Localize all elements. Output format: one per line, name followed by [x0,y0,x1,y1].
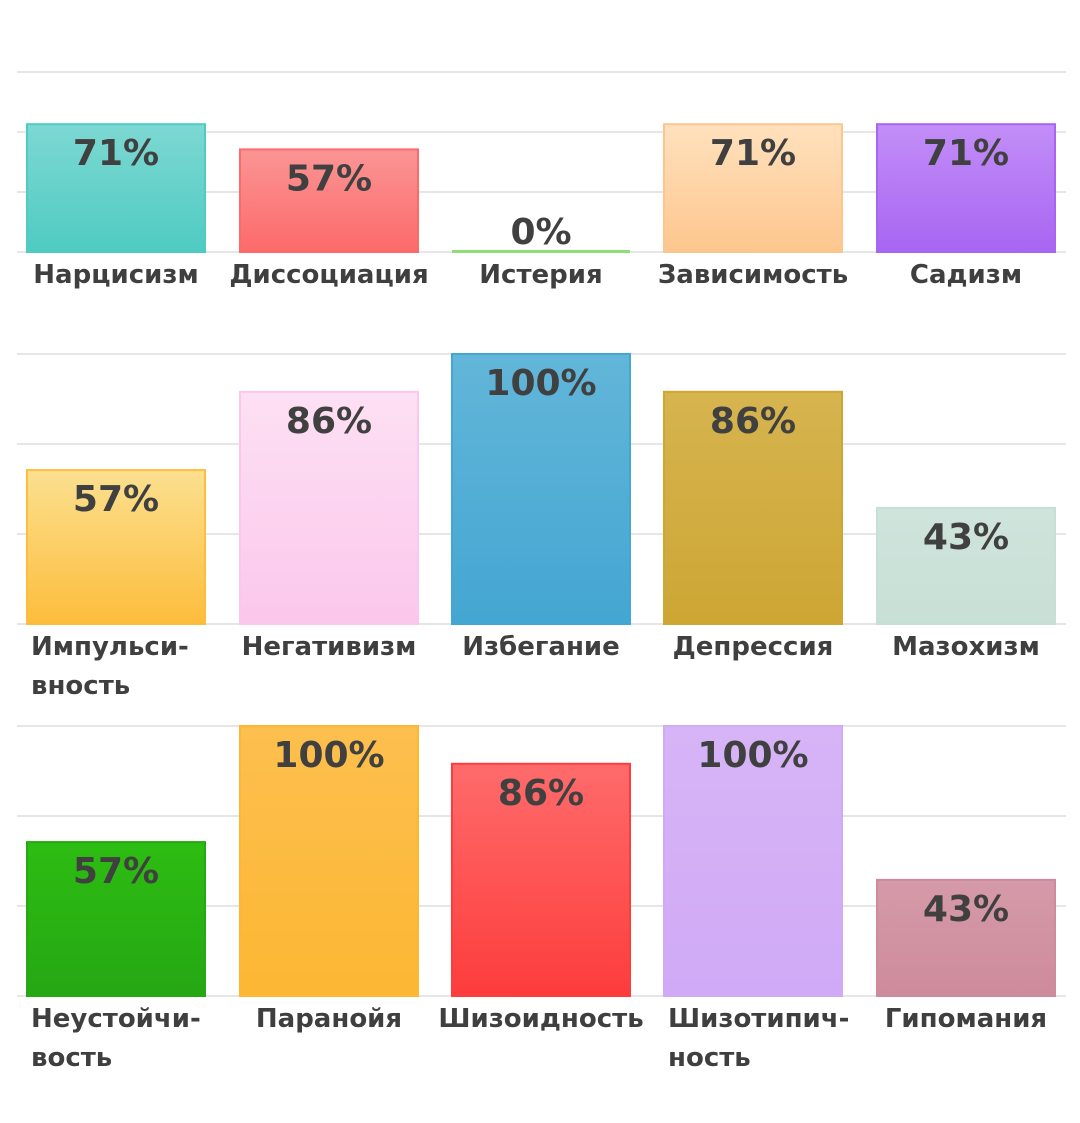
bar[interactable] [451,762,631,997]
bar[interactable] [663,725,843,997]
bar[interactable] [451,353,631,625]
bar[interactable] [876,878,1056,998]
category-label: Истерия [479,260,602,290]
bar-value-label: 71% [73,133,159,174]
bar-value-label: 57% [286,158,372,199]
chart-panel-1: 71% Нарцисизм 57% Диссоциация 0% Истерия 71% За… [17,71,1066,290]
category-label: Паранойя [256,1004,402,1034]
bar-value-label: 86% [710,401,796,442]
bar[interactable] [663,123,843,253]
bar[interactable] [663,390,843,625]
bar-value-label: 43% [923,889,1009,930]
category-label: вость [31,1043,112,1073]
category-label: Зависимость [658,260,848,290]
bar[interactable] [452,250,630,253]
bar[interactable] [26,469,206,625]
category-label: Депрессия [673,632,834,662]
bar[interactable] [239,725,419,997]
bar[interactable] [876,506,1056,625]
chart-panel-3: 57% Неустойчи-вость 100% Паранойя 86% Шизоидн… [17,725,1066,1073]
bar-value-label: 0% [510,212,571,253]
bar[interactable] [239,390,419,625]
category-label: Мазохизм [892,632,1040,662]
bar[interactable] [876,123,1056,253]
bar-value-label: 100% [485,363,596,404]
category-label: Шизоидность [438,1004,643,1034]
bar-value-label: 57% [73,479,159,520]
bar-value-label: 71% [923,133,1009,174]
category-label: вность [31,671,130,701]
bar-value-label: 71% [710,133,796,174]
bar-value-label: 100% [273,735,384,776]
bar-value-label: 86% [498,773,584,814]
bar-value-label: 43% [923,517,1009,558]
bar[interactable] [239,148,419,253]
category-label: Импульси- [31,632,189,662]
category-label: Избегание [462,632,620,662]
bar-value-label: 100% [697,735,808,776]
category-label: Садизм [910,260,1022,290]
category-label: Неустойчи- [31,1004,201,1034]
category-label: Шизотипич- [668,1004,849,1034]
category-label: Нарцисизм [33,260,198,290]
category-label: Диссоциация [229,260,428,290]
bar[interactable] [26,841,206,997]
category-label: ность [668,1043,751,1073]
bar[interactable] [26,123,206,253]
category-label: Негативизм [242,632,417,662]
category-label: Гипомания [885,1004,1047,1034]
bar-value-label: 57% [73,851,159,892]
bar-value-label: 86% [286,401,372,442]
chart-panel-2: 57% Импульси-вность 86% Негативизм 100% Избег… [17,353,1066,701]
